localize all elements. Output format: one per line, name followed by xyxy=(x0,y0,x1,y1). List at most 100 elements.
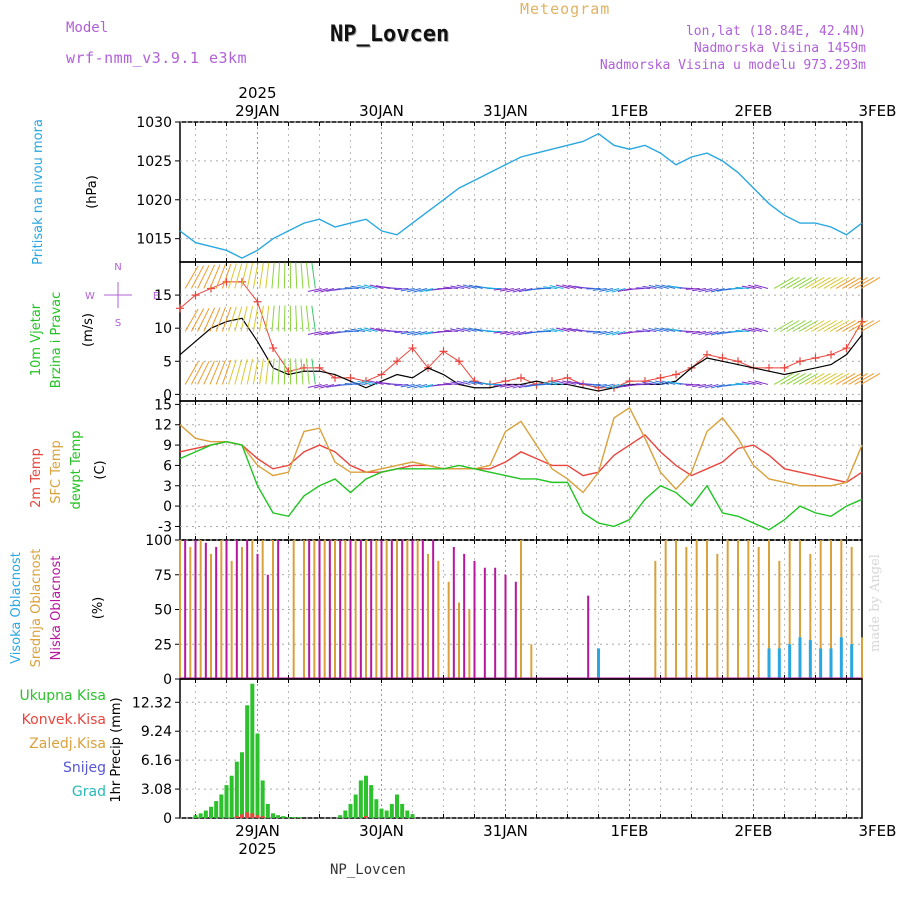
wind-arrow xyxy=(271,262,275,289)
temp-ylabel: 2m Temp xyxy=(29,448,44,508)
wind-arrow xyxy=(419,331,434,336)
wind-arrow xyxy=(283,305,286,332)
wind-arrow xyxy=(636,330,651,332)
precip-ytick-label: 3.08 xyxy=(141,782,172,798)
date-bottom-label: 2FEB xyxy=(735,822,773,840)
precip-bar-0 xyxy=(276,815,281,818)
wind-arrow xyxy=(228,306,237,332)
wind-arrow xyxy=(512,383,527,389)
wind-arrow xyxy=(246,358,254,385)
wind-arrow xyxy=(506,331,521,336)
gust-marker xyxy=(780,363,789,372)
wind-arrow xyxy=(685,287,700,290)
wind-arrow xyxy=(283,358,286,385)
wind-arrow xyxy=(209,360,221,385)
wind-arrow xyxy=(562,284,576,289)
wind-arrow xyxy=(314,287,328,293)
wind-arrow xyxy=(655,327,669,332)
pressure-ytick-label: 1020 xyxy=(136,193,172,209)
temp-ylabel-3: dewpt Temp xyxy=(69,430,84,509)
wind-arrow xyxy=(407,331,421,336)
wind-arrow xyxy=(512,331,527,336)
pressure-ytick-label: 1025 xyxy=(136,154,172,170)
wind-arrow xyxy=(854,277,875,289)
precip-bar-1 xyxy=(245,812,250,818)
wind-arrow xyxy=(265,262,270,289)
wind-speed-line xyxy=(179,317,863,392)
wind-arrow xyxy=(305,305,310,332)
precip-legend-2: Zaledj.Kisa xyxy=(29,736,106,752)
wind-arrow xyxy=(549,285,564,289)
wind-arrow xyxy=(363,284,378,289)
date-bottom-label: 31JAN xyxy=(483,822,528,840)
wind-arrow xyxy=(685,383,700,386)
wind-arrow xyxy=(259,262,264,289)
wind-arrow xyxy=(792,277,813,289)
wind-arrow xyxy=(611,383,626,389)
wind-arrow xyxy=(344,383,359,385)
year-top-label: 2025 xyxy=(238,84,276,102)
wind-arrow xyxy=(804,277,825,289)
lonlat-label: lon,lat (18.84E, 42.4N) xyxy=(685,24,866,39)
precip-legend-1: Konvek.Kisa xyxy=(22,712,106,728)
wind-arrow xyxy=(443,286,459,289)
precip-bar-0 xyxy=(198,813,203,818)
precip-frame xyxy=(179,678,863,819)
wind-arrow xyxy=(443,382,459,385)
date-top-label: 30JAN xyxy=(359,102,404,120)
precip-bar-0 xyxy=(250,683,255,818)
wind-arrow xyxy=(234,359,243,385)
wind-arrow xyxy=(413,383,428,389)
precip-legend-0: Ukupna Kisa xyxy=(19,688,106,704)
wind-arrow xyxy=(499,287,514,292)
gust-marker xyxy=(439,347,448,356)
wind-arrow xyxy=(811,373,831,385)
wind-arrow xyxy=(848,320,868,332)
wind-arrow xyxy=(338,331,353,333)
wind-arrow xyxy=(252,305,259,332)
wind-arrow xyxy=(450,328,465,332)
wind-arrow xyxy=(190,308,205,332)
wind-arrow xyxy=(754,380,769,385)
precip-bar-0 xyxy=(358,780,363,818)
clouds-ytick-label: 25 xyxy=(154,637,172,653)
wind-arrow xyxy=(543,329,558,332)
wind-arrow xyxy=(811,320,831,332)
wind-arrow xyxy=(277,358,281,385)
temperature-ytick-label: 6 xyxy=(163,458,172,474)
wind-arrow xyxy=(661,327,676,332)
wind-arrow xyxy=(636,383,651,385)
precip-bar-1 xyxy=(234,816,239,818)
wind-arrow xyxy=(692,331,707,335)
wind-arrow xyxy=(493,331,508,334)
wind-ytick-label: 10 xyxy=(154,321,172,337)
wind-ylabel-2: Brzina i Pravac xyxy=(49,292,64,389)
wind-arrow xyxy=(798,320,819,332)
wind-arrow xyxy=(648,380,663,385)
gust-marker xyxy=(796,357,804,366)
wind-arrow xyxy=(586,331,601,333)
wind-arrow xyxy=(240,359,248,385)
wind-arrow xyxy=(363,327,378,332)
precip-bar-0 xyxy=(286,817,291,818)
wind-arrow xyxy=(629,331,644,333)
wind-arrow xyxy=(512,287,527,293)
wind-arrow xyxy=(320,383,335,389)
wind-arrow xyxy=(240,263,248,289)
wind-arrow xyxy=(773,373,794,385)
wind-arrow xyxy=(499,383,514,388)
precip-bar-0 xyxy=(395,794,399,818)
wind-arrow xyxy=(518,287,533,293)
wind-arrow xyxy=(203,307,216,332)
gust-marker xyxy=(625,377,634,386)
gust-marker xyxy=(703,350,711,359)
wind-arrow xyxy=(835,277,856,289)
clouds-ytick-label: 75 xyxy=(154,568,172,584)
wind-arrow xyxy=(698,383,713,389)
wind-arrow xyxy=(679,330,694,332)
date-bottom-label: 3FEB xyxy=(859,822,897,840)
wind-arrow xyxy=(704,383,719,389)
wind-arrow xyxy=(221,306,232,332)
wind-arrow xyxy=(400,383,415,388)
wind-arrow xyxy=(842,373,862,385)
